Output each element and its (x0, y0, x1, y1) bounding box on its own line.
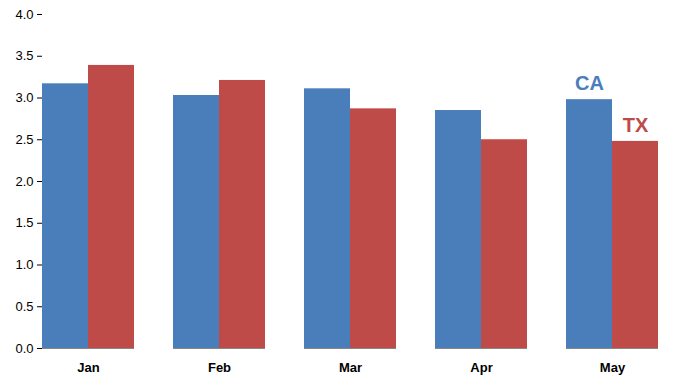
svg-text:3.5: 3.5 (15, 48, 33, 63)
svg-text:CA: CA (575, 72, 604, 94)
svg-text:1.0: 1.0 (15, 257, 33, 272)
svg-text:1.5: 1.5 (15, 215, 33, 230)
svg-text:0.5: 0.5 (15, 299, 33, 314)
svg-text:4.0: 4.0 (15, 7, 33, 22)
svg-text:Feb: Feb (208, 360, 231, 375)
svg-text:0.0: 0.0 (15, 341, 33, 356)
svg-text:Mar: Mar (339, 360, 362, 375)
svg-text:2.5: 2.5 (15, 132, 33, 147)
svg-text:May: May (600, 360, 626, 375)
svg-text:3.0: 3.0 (15, 90, 33, 105)
svg-text:2.0: 2.0 (15, 174, 33, 189)
svg-text:Apr: Apr (470, 360, 492, 375)
svg-text:TX: TX (623, 114, 649, 136)
svg-text:Jan: Jan (77, 360, 99, 375)
